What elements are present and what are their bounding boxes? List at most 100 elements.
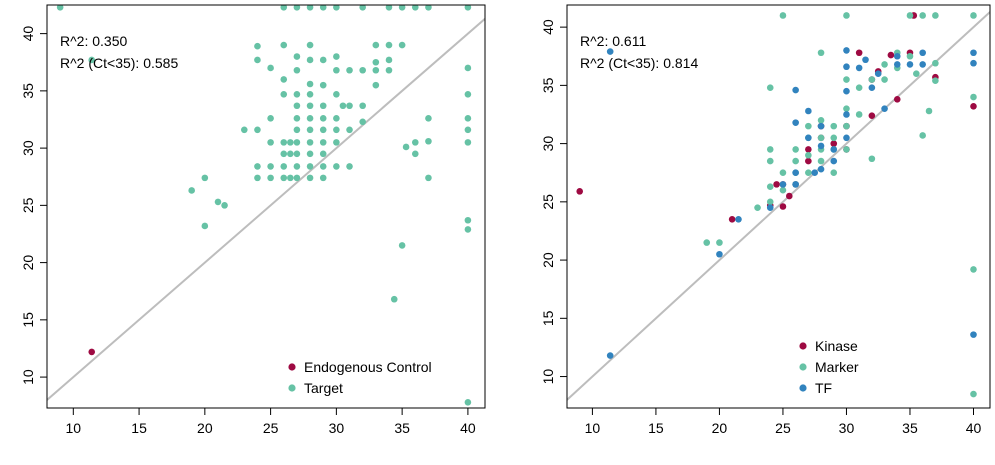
right-annotation-1: R^2 (Ct<35): 0.814 xyxy=(580,55,698,71)
right-point-marker-50 xyxy=(970,12,977,19)
left-point-target-41 xyxy=(306,41,314,49)
left-point-target-31 xyxy=(293,66,301,74)
left-point-target-50 xyxy=(306,163,314,170)
right-point-tf-19 xyxy=(843,63,850,71)
left-point-target-21 xyxy=(280,91,288,98)
left-points xyxy=(56,5,472,406)
right-point-marker-9 xyxy=(779,169,787,177)
left-point-target-32 xyxy=(293,91,301,98)
left-point-target-1 xyxy=(88,56,96,64)
left-point-target-71 xyxy=(346,66,353,74)
left-point-target-11 xyxy=(254,163,261,170)
right-point-kinase-20 xyxy=(893,96,901,103)
left-point-target-74 xyxy=(346,163,353,170)
right-point-kinase-9 xyxy=(805,157,812,165)
left-point-target-30 xyxy=(293,53,301,60)
right-legend-marker-tf xyxy=(799,384,807,392)
right-x-tick-label-30: 30 xyxy=(839,420,855,436)
left-point-target-42 xyxy=(306,56,314,64)
left-point-target-98 xyxy=(425,174,432,182)
left-reference-line xyxy=(47,17,485,401)
right-x-tick-label-35: 35 xyxy=(902,420,918,436)
left-point-target-2 xyxy=(188,187,195,194)
left-point-target-46 xyxy=(306,115,314,122)
left-point-target-89 xyxy=(398,41,406,49)
left-point-target-15 xyxy=(267,163,274,170)
right-y-tick-label-35: 35 xyxy=(540,77,556,93)
right-point-marker-34 xyxy=(855,111,863,118)
left-point-target-56 xyxy=(319,115,327,122)
left-point-target-63 xyxy=(333,53,340,60)
left-x-tick-label-10: 10 xyxy=(66,420,82,436)
left-point-target-55 xyxy=(319,102,327,110)
right-point-tf-12 xyxy=(811,169,819,177)
left-point-target-18 xyxy=(280,5,288,11)
left-annotation-0: R^2: 0.350 xyxy=(60,33,127,49)
left-x-tick-label-40: 40 xyxy=(460,420,476,436)
right-point-tf-5 xyxy=(779,181,787,188)
right-panel: 10 15 20 25 30 35 40 10 15 20 25 30 35 40 R^2: 0.611 R^… xyxy=(540,4,991,436)
left-point-target-58 xyxy=(319,139,327,146)
left-point-target-10 xyxy=(254,126,261,134)
right-point-marker-36 xyxy=(868,155,876,163)
right-point-tf-7 xyxy=(792,119,799,126)
right-point-marker-53 xyxy=(970,390,977,398)
left-annotation-1: R^2 (Ct<35): 0.585 xyxy=(60,55,178,71)
right-point-tf-4 xyxy=(766,204,774,211)
right-point-tf-11 xyxy=(805,134,812,142)
right-point-tf-9 xyxy=(792,181,799,188)
left-plot-frame xyxy=(46,4,486,409)
right-point-tf-35 xyxy=(970,331,977,338)
right-point-kinase-17 xyxy=(868,112,876,119)
right-point-marker-38 xyxy=(881,76,888,83)
left-point-target-83 xyxy=(385,5,393,11)
left-point-target-4 xyxy=(201,222,209,230)
right-points xyxy=(576,12,977,398)
left-x-tick-label-30: 30 xyxy=(329,420,345,436)
left-point-target-13 xyxy=(267,115,274,122)
right-point-marker-25 xyxy=(830,134,838,142)
left-x-tick-label-35: 35 xyxy=(394,420,410,436)
right-point-kinase-24 xyxy=(970,103,977,110)
right-point-tf-20 xyxy=(843,87,850,95)
left-point-target-66 xyxy=(333,115,340,122)
right-point-marker-49 xyxy=(932,77,939,85)
right-point-tf-30 xyxy=(906,61,914,68)
right-point-tf-14 xyxy=(817,142,825,150)
left-point-target-75 xyxy=(359,5,366,11)
right-point-marker-11 xyxy=(792,146,799,153)
right-legend-label-kinase: Kinase xyxy=(815,338,858,354)
right-plot-frame xyxy=(566,4,991,409)
left-point-target-86 xyxy=(385,66,393,74)
left-point-target-22 xyxy=(280,139,288,146)
right-point-marker-8 xyxy=(779,12,787,19)
right-point-marker-28 xyxy=(843,12,850,19)
left-point-target-57 xyxy=(319,126,327,134)
right-annotation-0: R^2: 0.611 xyxy=(580,33,646,49)
right-point-marker-15 xyxy=(805,122,812,130)
right-point-marker-5 xyxy=(766,157,774,165)
left-point-target-93 xyxy=(411,139,419,146)
left-point-target-38 xyxy=(293,163,301,170)
right-point-marker-41 xyxy=(906,12,914,19)
left-point-target-34 xyxy=(293,115,301,122)
left-y-tick-label-40: 40 xyxy=(20,26,36,42)
right-point-tf-17 xyxy=(830,157,838,165)
right-point-marker-35 xyxy=(868,76,876,83)
right-point-kinase-4 xyxy=(779,203,787,210)
left-point-target-54 xyxy=(319,81,327,89)
left-point-target-44 xyxy=(306,91,314,98)
right-point-marker-24 xyxy=(830,122,838,130)
right-point-marker-10 xyxy=(779,186,787,194)
left-point-target-73 xyxy=(346,126,353,134)
right-point-kinase-0 xyxy=(576,188,584,195)
left-point-target-48 xyxy=(306,139,314,146)
left-y-tick-label-30: 30 xyxy=(20,140,36,156)
left-point-target-20 xyxy=(280,76,288,83)
left-point-target-85 xyxy=(385,56,393,64)
left-panel: 10 15 20 25 30 35 40 10 15 20 25 30 35 40 R^2: 0.350 R^… xyxy=(20,4,486,436)
right-point-tf-6 xyxy=(792,86,799,94)
left-point-target-40 xyxy=(306,5,314,11)
left-point-target-81 xyxy=(372,66,380,74)
left-point-target-92 xyxy=(411,5,419,11)
